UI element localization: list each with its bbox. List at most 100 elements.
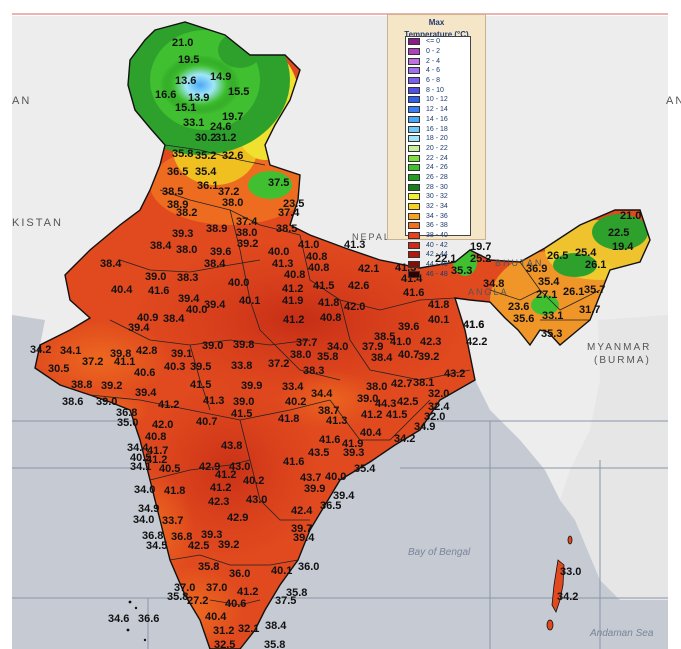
station-value: 39.4 — [128, 322, 150, 334]
label-pakistan: KISTAN — [12, 217, 63, 229]
station-value: 34.4 — [311, 388, 333, 400]
station-value: 36.6 — [138, 613, 159, 625]
station-value: 25.4 — [575, 247, 597, 259]
station-value: 34.2 — [30, 344, 51, 356]
station-value: 42.9 — [199, 461, 220, 473]
legend-label: 34 - 36 — [426, 212, 448, 220]
station-value: 41.2 — [215, 469, 236, 481]
station-value: 38.8 — [71, 379, 92, 391]
station-value: 41.6 — [319, 434, 340, 446]
station-value: 41.3 — [344, 239, 365, 251]
station-value: 37.0 — [174, 582, 195, 594]
legend-swatch — [408, 232, 420, 240]
station-value: 38.0 — [222, 197, 243, 209]
station-value: 40.8 — [306, 251, 327, 263]
legend-label: 24 - 26 — [426, 164, 448, 172]
station-value: 33.0 — [560, 566, 581, 578]
legend-swatch — [408, 222, 420, 230]
legend-row: 2 - 4 — [406, 56, 470, 66]
station-value: 15.5 — [228, 86, 249, 98]
station-value: 41.2 — [158, 399, 179, 411]
station-value: 37.7 — [296, 337, 317, 349]
legend-row: 16 - 18 — [406, 124, 470, 134]
station-value: 38.0 — [236, 227, 257, 239]
station-value: 41.6 — [463, 319, 484, 331]
legend-row: 4 - 6 — [406, 66, 470, 76]
station-value: 32.1 — [238, 623, 259, 635]
station-value: 38.4 — [371, 352, 393, 364]
station-value: 43.0 — [229, 461, 250, 473]
station-value: 39.7 — [291, 523, 312, 535]
station-value: 37.9 — [362, 341, 383, 353]
station-value: 40.7 — [398, 349, 419, 361]
station-value: 41.3 — [203, 395, 224, 407]
station-value: 40.1 — [239, 295, 260, 307]
station-value: 39.9 — [304, 483, 325, 495]
legend-title-line1: Max — [428, 18, 445, 27]
legend-label: 46 - 48 — [426, 270, 448, 278]
label-bhutan: BHUTAN — [495, 258, 543, 268]
station-value: 41.3 — [272, 258, 293, 270]
station-value: 38.5 — [374, 331, 395, 343]
station-value: 42.3 — [420, 336, 441, 348]
station-value: 40.8 — [284, 269, 305, 281]
station-value: 39.0 — [233, 396, 254, 408]
legend-row: 6 - 8 — [406, 76, 470, 86]
legend-row: 38 - 40 — [406, 231, 470, 241]
station-value: 38.5 — [162, 186, 183, 198]
station-value: 40.4 — [205, 611, 227, 623]
station-value: 40.2 — [243, 475, 264, 487]
label-myanmar-2: (BURMA) — [594, 355, 651, 366]
legend-row: <= 0 — [406, 37, 470, 47]
station-value: 31.7 — [579, 304, 600, 316]
arabian-sea — [12, 315, 210, 649]
station-value: 42.6 — [348, 280, 369, 292]
station-value: 41.6 — [403, 287, 424, 299]
station-value: 40.4 — [111, 284, 133, 296]
station-value: 37.2 — [218, 186, 239, 198]
legend-swatch — [408, 270, 420, 278]
station-value: 41.2 — [237, 586, 258, 598]
station-value: 41.8 — [164, 485, 185, 497]
station-value: 36.0 — [298, 561, 319, 573]
station-value: 43.0 — [246, 494, 267, 506]
station-value: 37.0 — [206, 582, 227, 594]
station-value: 39.0 — [357, 393, 378, 405]
station-value: 40.6 — [225, 598, 246, 610]
station-value: 24.6 — [210, 121, 231, 133]
station-value: 43.7 — [300, 472, 321, 484]
station-value: 16.6 — [155, 89, 176, 101]
station-value: 40.0 — [228, 277, 249, 289]
station-value: 15.1 — [175, 102, 196, 114]
station-value: 34.4 — [127, 442, 149, 454]
station-value: 36.9 — [526, 263, 547, 275]
station-value: 38.0 — [176, 244, 197, 256]
station-value: 38.5 — [276, 223, 297, 235]
station-value: 22.5 — [608, 227, 629, 239]
legend-row: 42 - 44 — [406, 250, 470, 260]
station-value: 42.1 — [358, 263, 379, 275]
station-value: 40.9 — [137, 312, 158, 324]
legend-row: 20 - 22 — [406, 144, 470, 154]
station-value: 35.3 — [451, 265, 472, 277]
legend-row: 8 - 10 — [406, 85, 470, 95]
station-value: 41.5 — [231, 408, 252, 420]
station-value: 37.5 — [275, 595, 296, 607]
station-value: 34.2 — [557, 591, 578, 603]
station-value: 34.0 — [327, 341, 348, 353]
legend-label: 36 - 38 — [426, 222, 448, 230]
station-value: 39.2 — [237, 238, 258, 250]
station-value: 38.3 — [177, 272, 198, 284]
station-value: 33.8 — [231, 360, 252, 372]
station-value: 34.1 — [60, 345, 81, 357]
station-value: 27.1 — [536, 289, 557, 301]
legend-swatch — [408, 67, 420, 75]
legend-swatch — [408, 183, 420, 191]
myanmar-land — [560, 315, 668, 600]
station-value: 39.2 — [418, 351, 439, 363]
station-value: 39.0 — [145, 271, 166, 283]
legend-row: 36 - 38 — [406, 221, 470, 231]
station-value: 40.7 — [196, 416, 217, 428]
station-value: 40.8 — [308, 262, 329, 274]
